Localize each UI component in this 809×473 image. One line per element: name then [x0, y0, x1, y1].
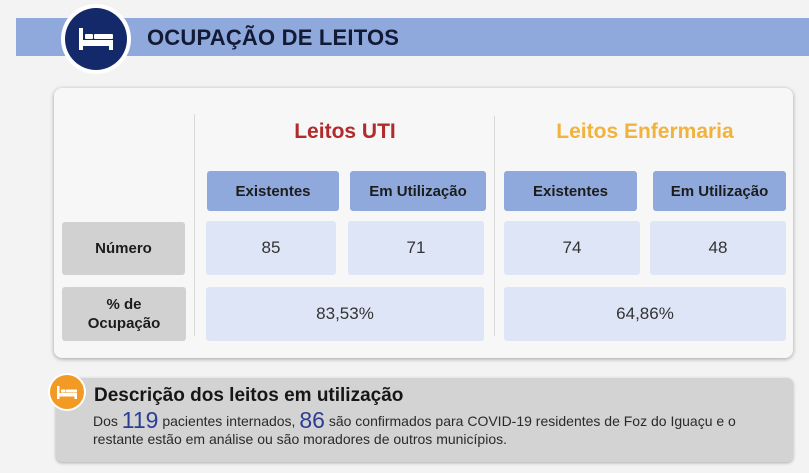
uti-title: Leitos UTI — [294, 120, 396, 143]
enf-em-utilizacao-header: Em Utilização — [653, 171, 786, 211]
page-title: OCUPAÇÃO DE LEITOS — [147, 25, 400, 50]
description-box — [56, 378, 793, 462]
description-text-part: são confirmados para COVID-19 residentes… — [93, 413, 736, 447]
bed-icon — [50, 375, 84, 409]
uti-existentes-header: Existentes — [207, 171, 339, 211]
uti-em-utilizacao-value: 71 — [348, 221, 484, 275]
row-header-ocupacao: % de Ocupação — [62, 287, 186, 341]
description-title: Descrição dos leitos em utilização — [94, 385, 404, 406]
internados-count: 119 — [121, 407, 159, 433]
enf-existentes-value: 74 — [504, 221, 640, 275]
enfermaria-title: Leitos Enfermaria — [556, 120, 734, 143]
header-bar — [16, 18, 809, 56]
enf-ocupacao-value: 64,86% — [504, 287, 786, 341]
divider — [194, 114, 195, 336]
description-text-part: Dos — [93, 413, 118, 429]
bed-icon — [65, 8, 127, 70]
row-header-numero: Número — [62, 222, 185, 275]
divider — [494, 116, 495, 336]
uti-ocupacao-value: 83,53% — [206, 287, 484, 341]
enf-existentes-header: Existentes — [504, 171, 637, 211]
uti-existentes-value: 85 — [206, 221, 336, 275]
uti-em-utilizacao-header: Em Utilização — [350, 171, 486, 211]
enf-em-utilizacao-value: 48 — [650, 221, 786, 275]
description-text: Dos 119 pacientes internados, 86 são con… — [93, 409, 773, 448]
confirmados-count: 86 — [299, 407, 325, 433]
description-text-part: pacientes internados, — [162, 413, 296, 429]
